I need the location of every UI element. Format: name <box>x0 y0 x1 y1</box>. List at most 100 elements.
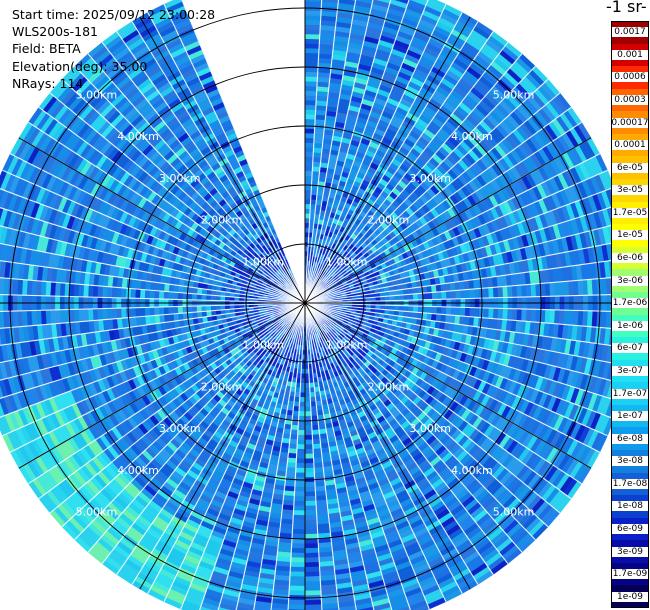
ray-cell <box>292 519 306 526</box>
ray-cell <box>455 289 461 300</box>
ray-cell <box>292 528 306 535</box>
ray-cell <box>293 495 306 502</box>
ray-cell <box>304 194 312 200</box>
ray-cell <box>521 284 528 298</box>
ray-cell <box>288 448 298 455</box>
ray-cell <box>289 434 298 440</box>
ray-cell <box>304 137 315 144</box>
ray-cell <box>497 286 504 298</box>
ray-cell <box>525 308 532 322</box>
ray-cell <box>304 472 315 478</box>
ray-cell <box>298 406 306 412</box>
ray-cell <box>431 291 438 300</box>
ray-cell <box>311 170 320 177</box>
ray-cell <box>445 306 452 316</box>
ray-cell <box>459 289 466 299</box>
ray-cell <box>304 156 314 162</box>
ray-cell <box>312 166 321 172</box>
ray-cell <box>427 292 433 300</box>
ray-cell <box>304 533 319 540</box>
ray-cell <box>521 308 528 322</box>
ray-cell <box>312 151 322 158</box>
ray-cell <box>292 514 306 521</box>
ray-cell <box>304 203 311 209</box>
ray-cell <box>304 189 312 195</box>
ray-cell <box>304 128 315 134</box>
ray-cell <box>295 467 306 474</box>
ray-cell <box>408 305 414 313</box>
ray-cell <box>304 213 311 219</box>
ray-cell <box>304 57 319 63</box>
ray-cell <box>286 462 297 469</box>
ray-cell <box>459 307 466 317</box>
ray-cell <box>304 0 322 2</box>
ray-cell <box>436 306 443 315</box>
ray-cell <box>304 175 313 181</box>
ray-cell <box>304 28 321 35</box>
ray-cell <box>291 533 306 540</box>
ray-cell <box>297 429 306 436</box>
ray-cell <box>304 95 317 101</box>
ray-cell <box>312 434 321 440</box>
ray-cell <box>304 448 314 455</box>
ray-cell <box>304 561 320 568</box>
ray-cell <box>313 142 323 149</box>
ray-cell <box>299 401 306 408</box>
ray-cell <box>299 397 306 403</box>
ray-cell <box>287 457 297 464</box>
ray-cell <box>304 557 320 563</box>
ray-cell <box>492 286 499 299</box>
ray-cell <box>290 429 299 436</box>
ray-cell <box>304 180 313 186</box>
ray-cell <box>445 290 452 300</box>
ray-cell <box>497 308 504 320</box>
ray-cell <box>507 285 513 298</box>
ray-cell <box>313 457 323 464</box>
ray-cell <box>312 448 322 455</box>
ray-cell <box>304 420 313 426</box>
ray-cell <box>304 198 311 205</box>
ray-cell <box>412 305 419 313</box>
ray-cell <box>304 406 312 412</box>
ray-cell <box>427 306 433 314</box>
ray-cell <box>304 387 311 393</box>
ray-cell <box>304 401 311 408</box>
ray-cell <box>304 33 321 40</box>
ray-cell <box>297 434 306 441</box>
ray-cell <box>304 142 315 148</box>
ray-cell <box>483 287 490 299</box>
ray-cell <box>313 137 324 144</box>
ray-cell <box>313 462 324 469</box>
ray-cell <box>304 514 318 521</box>
ray-cell <box>304 208 311 214</box>
ray-cell <box>311 175 320 182</box>
ray-cell <box>408 293 414 301</box>
ray-cell <box>455 306 461 317</box>
ray-cell <box>289 571 306 578</box>
ray-cell <box>304 453 314 460</box>
ray-cell <box>288 443 298 450</box>
ray-cell <box>469 307 476 318</box>
ray-cell <box>304 411 312 417</box>
ray-cell <box>290 552 306 559</box>
ray-cell <box>502 308 509 321</box>
ray-cell <box>304 458 315 464</box>
ray-cell <box>474 307 480 318</box>
ray-cell <box>293 510 306 516</box>
ray-cell <box>304 547 320 554</box>
ray-cell <box>304 505 317 511</box>
ray-cell <box>304 109 316 115</box>
ray-cell <box>313 452 323 459</box>
ray-cell <box>290 424 299 431</box>
ray-cell <box>294 486 306 493</box>
ray-cell <box>296 439 306 445</box>
ray-cell <box>289 580 306 587</box>
ray-cell <box>304 43 320 49</box>
ray-cell <box>483 307 490 319</box>
ray-cell <box>304 151 314 158</box>
ray-cell <box>304 481 316 488</box>
ray-cell <box>311 429 320 436</box>
ray-cell <box>304 80 318 87</box>
ray-cell <box>312 438 321 445</box>
ray-cell <box>297 425 306 431</box>
